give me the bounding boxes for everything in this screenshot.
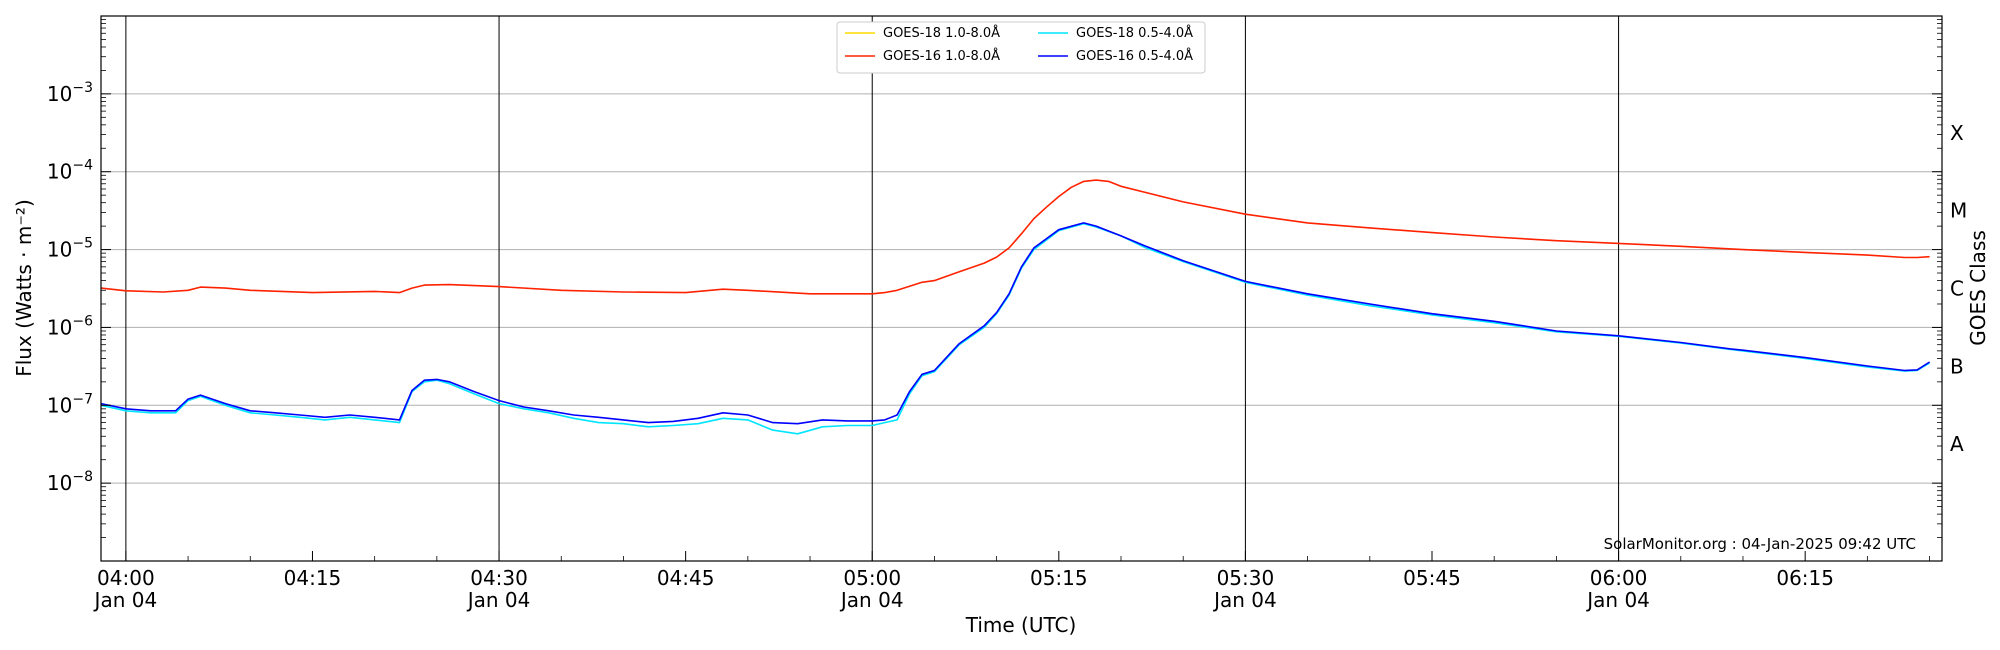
- y-tick-label: 10−3: [47, 80, 93, 106]
- right-axis-title: GOES Class: [1966, 230, 1990, 346]
- goes-class-c: C: [1950, 277, 1964, 301]
- y-tick-label: 10−7: [47, 391, 93, 417]
- x-tick-label: 05:30: [1217, 566, 1275, 590]
- y-tick-label: 10−5: [47, 236, 93, 262]
- goes-class-labels: A B C M X: [1950, 121, 1967, 456]
- x-axis-title: Time (UTC): [965, 613, 1077, 637]
- series-line-goes-16-0-5-4-0-: [100, 222, 1931, 425]
- x-tick-label: 04:15: [284, 566, 342, 590]
- goes-class-m: M: [1950, 199, 1967, 223]
- x-tick-date-label: Jan 04: [1212, 588, 1277, 612]
- x-tick-label: 06:15: [1776, 566, 1834, 590]
- legend-label: GOES-18 0.5-4.0Å: [1076, 25, 1193, 41]
- major-time-lines: [125, 16, 1620, 561]
- axis-ticks: [101, 19, 1942, 561]
- x-tick-date-label: Jan 04: [1585, 588, 1650, 612]
- y-tick-label: 10−8: [47, 469, 93, 495]
- x-tick-date-label: Jan 04: [466, 588, 531, 612]
- goes-class-a: A: [1950, 432, 1964, 456]
- x-tick-label: 05:00: [843, 566, 901, 590]
- series-line-goes-16-1-0-8-0-: [100, 179, 1930, 295]
- y-tick-labels: 10−8 10−7 10−6 10−5 10−4 10−3: [47, 80, 93, 495]
- legend-box: [836, 21, 1206, 74]
- x-tick-date-label: Jan 04: [839, 588, 904, 612]
- goes-class-x: X: [1950, 121, 1964, 145]
- y-axis-title: Flux (Watts · m⁻²): [12, 199, 36, 377]
- plot-frame: [100, 15, 1943, 562]
- x-tick-label: 06:00: [1590, 566, 1648, 590]
- y-tick-label: 10−6: [47, 313, 93, 339]
- legend-label: GOES-16 0.5-4.0Å: [1076, 48, 1193, 64]
- legend-label: GOES-18 1.0-8.0Å: [883, 25, 1000, 41]
- series-line-goes-18-0-5-4-0-: [100, 222, 1931, 435]
- x-tick-label: 04:30: [470, 566, 528, 590]
- series-lines: [100, 179, 1931, 435]
- x-tick-label: 05:45: [1403, 566, 1461, 590]
- goes-class-b: B: [1950, 354, 1964, 378]
- x-tick-label: 04:00: [97, 566, 155, 590]
- x-tick-date-label: Jan 04: [93, 588, 158, 612]
- grid-lines: [101, 93, 1942, 484]
- credit-text: SolarMonitor.org : 04-Jan-2025 09:42 UTC: [1604, 535, 1916, 553]
- x-tick-label: 05:15: [1030, 566, 1088, 590]
- x-tick-label: 04:45: [657, 566, 715, 590]
- legend-label: GOES-16 1.0-8.0Å: [883, 48, 1000, 64]
- y-tick-label: 10−4: [47, 158, 93, 184]
- legend: GOES-18 1.0-8.0Å GOES-16 1.0-8.0Å GOES-18 …: [836, 21, 1206, 74]
